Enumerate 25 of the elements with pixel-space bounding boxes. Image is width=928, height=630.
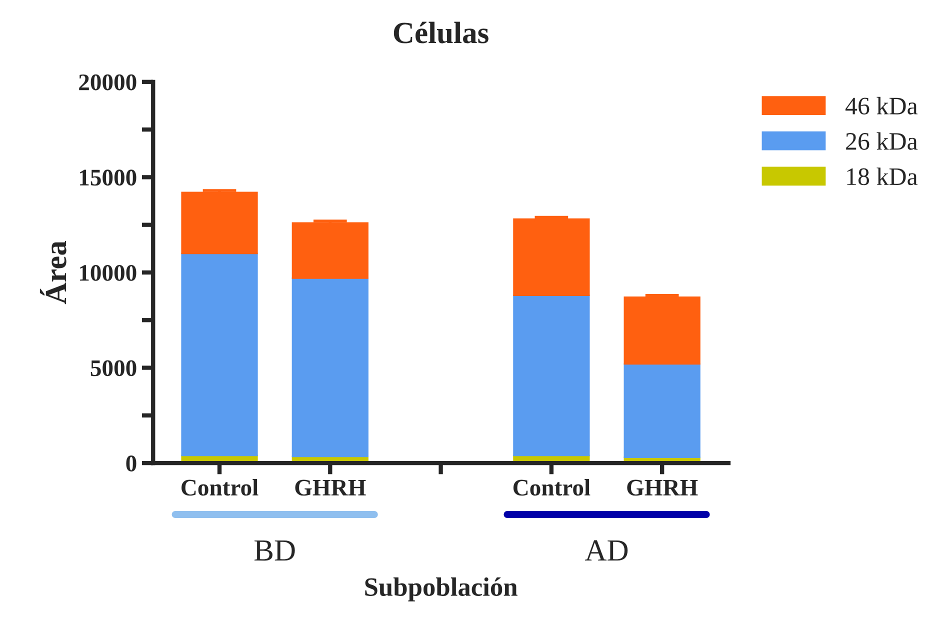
bar (181, 192, 258, 254)
x-tick-label: Control (513, 479, 590, 496)
text: AD (585, 540, 628, 561)
bar (513, 294, 590, 456)
bar (624, 296, 700, 365)
x-tick-label: Control (182, 479, 258, 496)
y-tick-label: 5000 (90, 360, 136, 376)
bar (181, 252, 258, 456)
bar (292, 277, 368, 458)
legend-label: 46 kDa (845, 96, 918, 115)
y-axis-title: Área (40, 240, 66, 304)
bar (624, 363, 700, 458)
x-axis-title: Subpoblación (365, 577, 518, 602)
x-tick-label: GHRH (295, 480, 366, 496)
legend-label: 26 kDa (846, 132, 918, 150)
bar (513, 218, 590, 296)
y-tick-label: 15000 (80, 170, 136, 186)
y-tick-label: 10000 (80, 264, 136, 281)
text: BD (254, 540, 295, 561)
y-tick-label: 20000 (79, 74, 136, 90)
x-tick-label: GHRH (627, 480, 698, 496)
chart-title: Células (394, 22, 488, 44)
bar (292, 222, 368, 279)
y-tick-label: 0 (126, 456, 136, 472)
legend-label: 18 kDa (847, 168, 918, 186)
